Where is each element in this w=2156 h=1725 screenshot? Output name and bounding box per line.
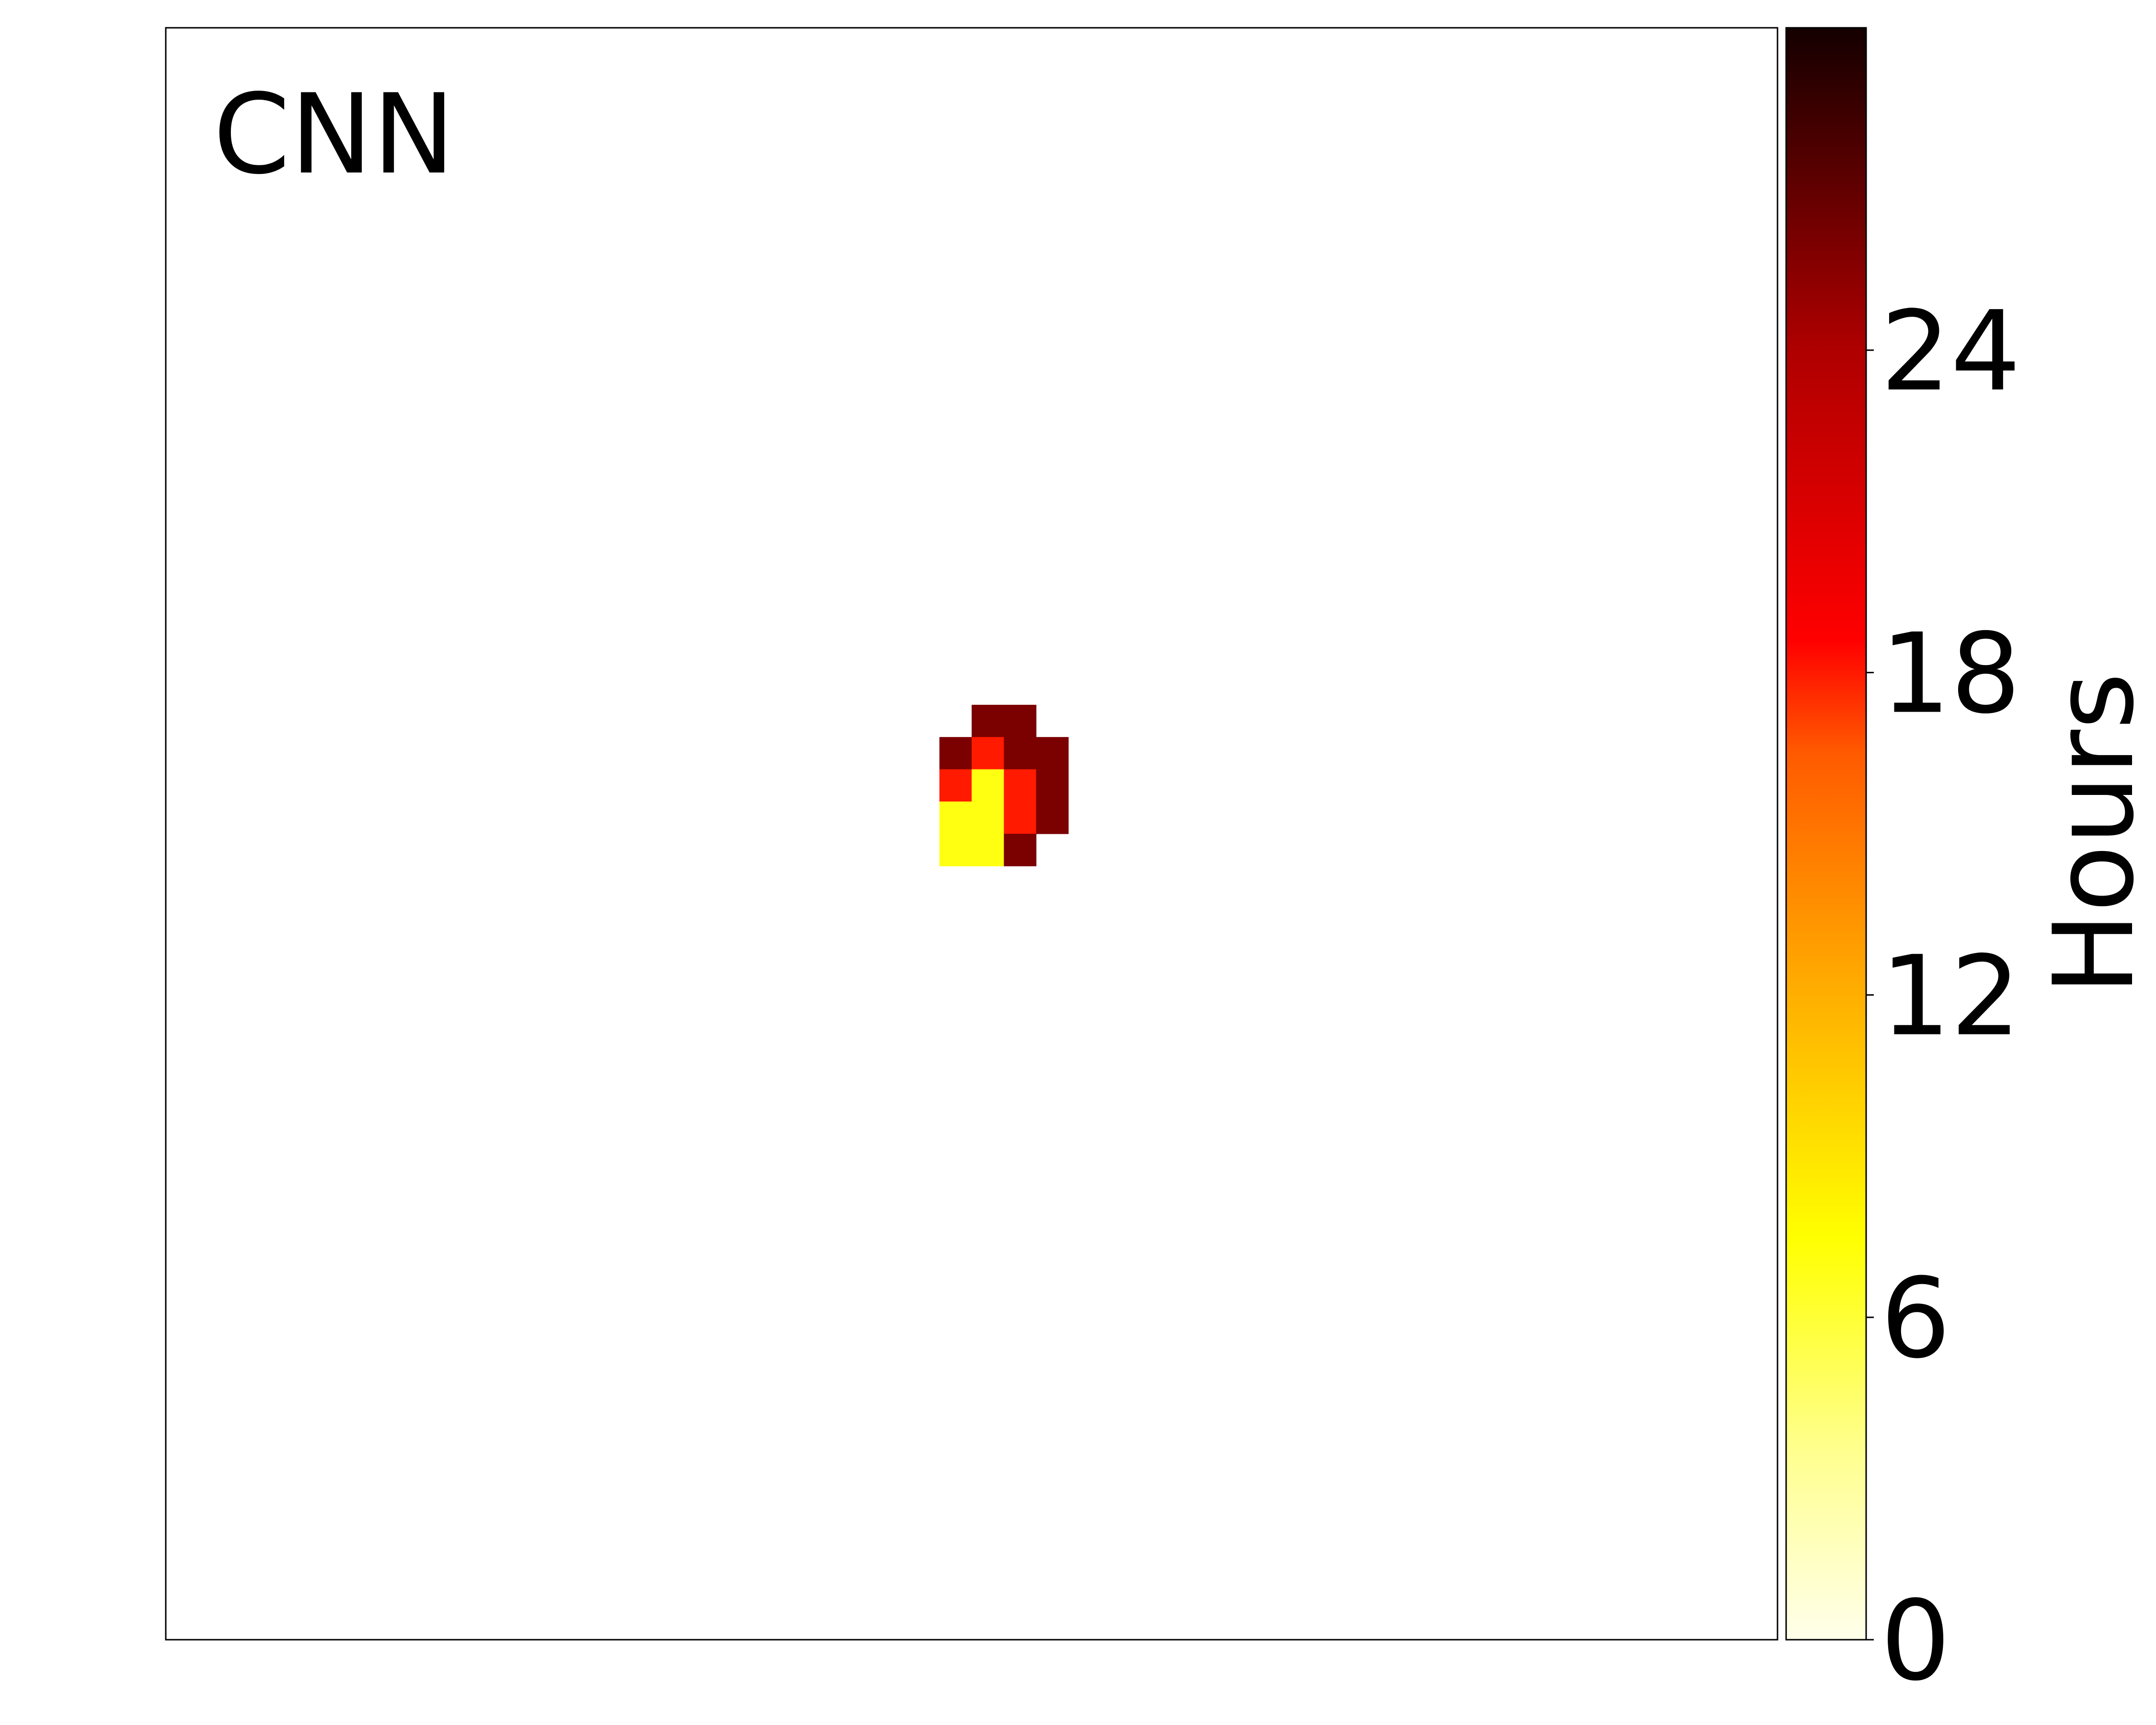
- heatmap-cell: [972, 801, 1004, 834]
- colorbar-tick-label: 24: [1881, 288, 2021, 416]
- heatmap-cell: [939, 769, 972, 802]
- heatmap-cell: [1036, 737, 1069, 770]
- heatmap-cell: [1004, 737, 1037, 770]
- heatmap-cells: [939, 704, 1069, 866]
- colorbar-tick-label: 6: [1881, 1255, 1950, 1383]
- heatmap-cell: [1004, 769, 1037, 802]
- heatmap-cell: [1004, 704, 1037, 737]
- colorbar-label: Hours: [2030, 672, 2156, 995]
- colorbar: [1785, 27, 1867, 1641]
- heatmap-cell: [939, 801, 972, 834]
- colorbar-tick-label: 0: [1881, 1577, 1950, 1705]
- panel-annotation: CNN: [213, 71, 455, 199]
- colorbar-tick-label: 18: [1881, 610, 2021, 738]
- heatmap-cell: [972, 834, 1004, 866]
- heatmap-cell: [1004, 801, 1037, 834]
- heatmap-cell: [939, 834, 972, 866]
- colorbar-ticks: 0 6 12 18 24: [1866, 288, 2021, 1705]
- heatmap-cell: [972, 737, 1004, 770]
- heatmap-cell: [972, 769, 1004, 802]
- colorbar-tick-label: 12: [1881, 932, 2021, 1060]
- heatmap-cell: [972, 704, 1004, 737]
- heatmap-cell: [1036, 769, 1069, 802]
- plot-frame: [165, 27, 1778, 1641]
- heatmap-cell: [1036, 801, 1069, 834]
- heatmap-cell: [1004, 834, 1037, 866]
- heatmap-cell: [939, 737, 972, 770]
